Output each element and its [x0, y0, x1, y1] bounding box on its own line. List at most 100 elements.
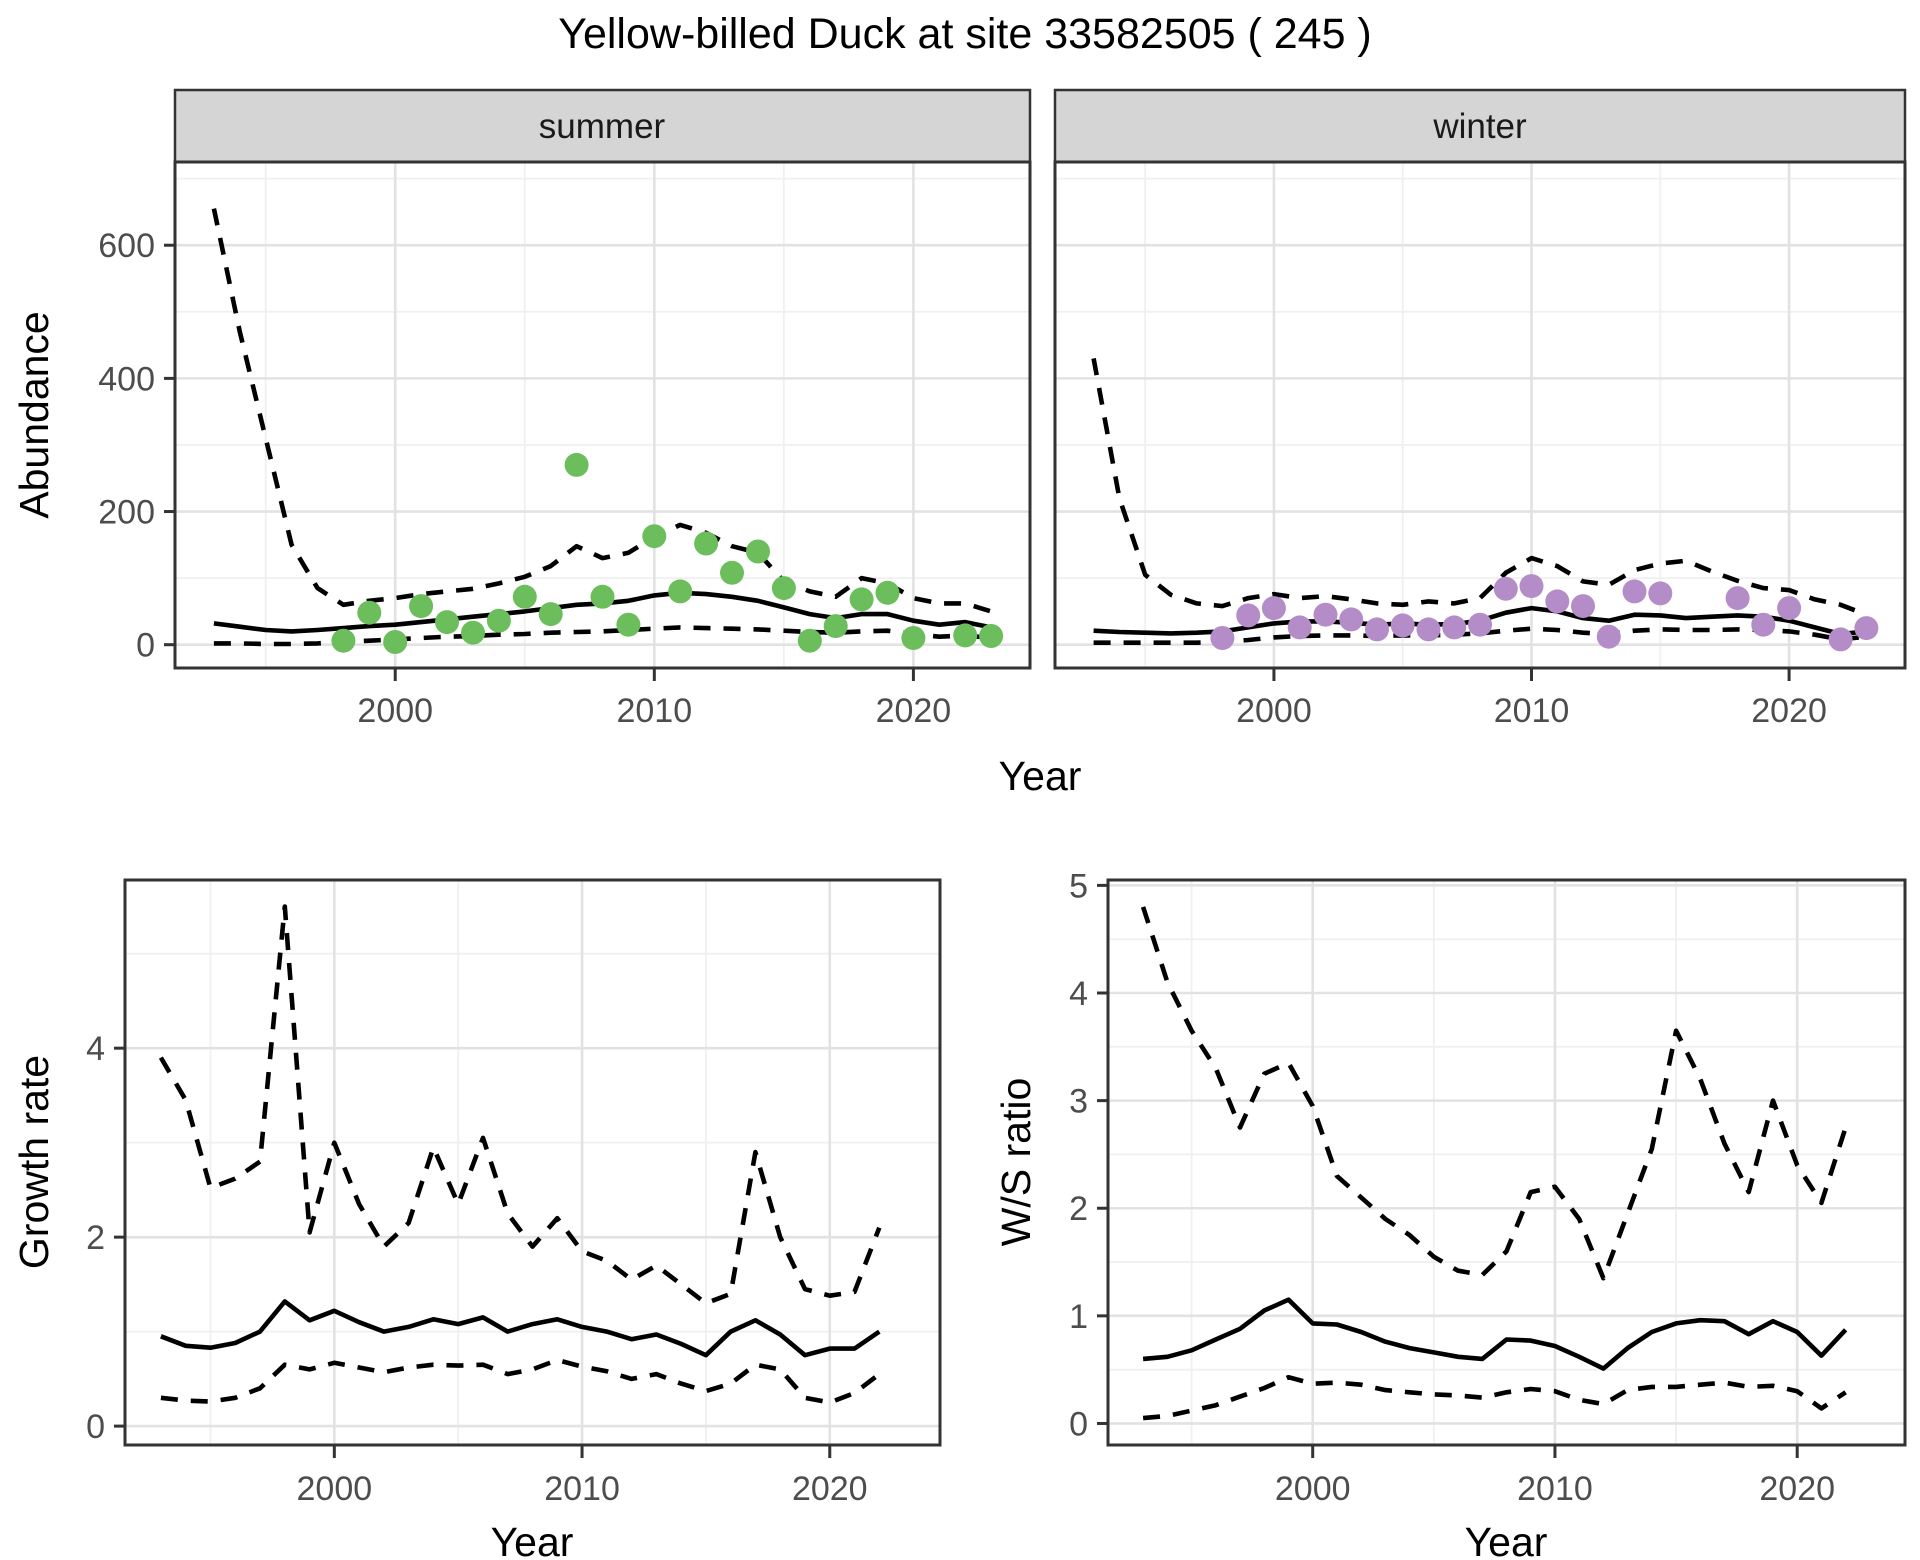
winter-observation-point: [1828, 627, 1853, 652]
winter-observation-point: [1571, 594, 1595, 619]
winter-observation-point: [1442, 615, 1467, 640]
upper_ci-line: [158, 904, 882, 1306]
summer-observation-point: [720, 560, 744, 585]
upper_ci-line: [211, 208, 992, 614]
summer-observation-point: [642, 524, 667, 549]
abundance-winter-panel: 2000 2010 2020: [1053, 160, 1907, 730]
winter-observation-point: [1236, 603, 1261, 628]
winter-observation-point: [1648, 581, 1673, 606]
summer-observation-point: [538, 602, 563, 627]
ws-ratio-axis-title: W/S ratio: [993, 1078, 1039, 1247]
y-tick-label: 400: [98, 360, 155, 398]
y-tick-label: 3: [1069, 1083, 1088, 1121]
summer-observation-point: [409, 594, 434, 619]
winter-observation-point: [1468, 612, 1492, 637]
page-title: Yellow-billed Duck at site 33582505 ( 24…: [558, 10, 1372, 58]
growth-rate-axis-title: Growth rate: [11, 1055, 57, 1269]
abundance-axis-title: Abundance: [11, 311, 57, 518]
x-tick-label: 2010: [1517, 1470, 1593, 1508]
winter-observation-point: [1365, 617, 1389, 642]
summer-observation-point: [668, 579, 693, 604]
year-axis-title-ws: Year: [1465, 1519, 1548, 1560]
x-tick-label: 2010: [544, 1470, 620, 1508]
winter-observation-point: [1339, 607, 1364, 632]
panel-background: [1055, 162, 1905, 668]
x-tick-label: 2000: [297, 1470, 373, 1508]
summer-observation-point: [383, 630, 408, 654]
y-tick-label: 2: [86, 1219, 105, 1257]
x-tick-label: 2000: [1275, 1470, 1351, 1508]
median-line: [160, 1299, 881, 1358]
winter-observation-point: [1751, 612, 1776, 637]
x-tick-label: 2020: [1751, 692, 1827, 730]
y-tick-label: 600: [98, 227, 155, 265]
winter-observation-point: [1287, 615, 1312, 640]
winter-observation-point: [1210, 626, 1235, 650]
lower_ci-line: [160, 1357, 881, 1405]
x-tick-label: 2020: [1759, 1470, 1835, 1508]
facet-strip-winter-label: winter: [1432, 107, 1527, 146]
summer-observation-point: [331, 628, 356, 653]
facet-strip-summer: summer: [173, 88, 1032, 164]
summer-observation-point: [616, 612, 641, 637]
winter-observation-point: [1493, 576, 1518, 601]
summer-observation-point: [953, 623, 978, 648]
upper_ci-line: [1091, 357, 1868, 617]
summer-observation-point: [849, 587, 874, 612]
summer-observation-point: [694, 531, 719, 556]
y-tick-label: 0: [136, 627, 155, 665]
winter-observation-point: [1519, 574, 1544, 599]
panel-border: [123, 878, 942, 1447]
y-tick-label: 4: [86, 1030, 105, 1068]
summer-observation-point: [357, 600, 382, 625]
summer-observation-point: [979, 624, 1004, 648]
x-tick-label: 2010: [616, 692, 692, 730]
summer-observation-point: [901, 626, 926, 650]
winter-observation-point: [1545, 589, 1570, 614]
y-tick-label: 2: [1069, 1190, 1088, 1228]
facet-strip-summer-label: summer: [539, 107, 666, 146]
winter-observation-point: [1313, 602, 1338, 627]
growth-rate-panel: 2000 2010 2020 0 2 4: [86, 878, 942, 1508]
lower_ci-line: [1142, 1374, 1847, 1421]
year-axis-title-top: Year: [999, 753, 1082, 799]
year-axis-title-growth: Year: [491, 1519, 574, 1560]
winter-observation-point: [1390, 613, 1415, 638]
winter-observation-point: [1261, 596, 1286, 621]
winter-observation-point: [1725, 586, 1750, 611]
panel-border: [173, 160, 1032, 670]
y-tick-label: 0: [1069, 1405, 1088, 1443]
summer-observation-point: [486, 608, 511, 633]
summer-observation-point: [797, 628, 822, 653]
winter-observation-point: [1622, 579, 1647, 604]
y-tick-label: 1: [1069, 1298, 1088, 1336]
y-tick-label: 0: [86, 1408, 105, 1446]
panel-border: [1106, 878, 1907, 1447]
winter-observation-point: [1596, 624, 1621, 649]
summer-observation-point: [564, 452, 589, 477]
summer-observation-point: [590, 584, 615, 609]
summer-observation-point: [435, 610, 459, 635]
y-tick-label: 5: [1069, 867, 1088, 905]
y-tick-label: 4: [1069, 975, 1088, 1013]
x-tick-label: 2000: [357, 692, 433, 730]
facet-strip-winter: winter: [1053, 88, 1907, 164]
winter-observation-point: [1854, 616, 1879, 641]
summer-observation-point: [771, 576, 796, 601]
summer-observation-point: [875, 580, 900, 605]
ws-ratio-panel: 2000 2010 2020 0 1 2 3 4 5: [1069, 867, 1907, 1508]
summer-observation-point: [512, 584, 537, 609]
upper_ci-line: [1140, 906, 1848, 1281]
panel-background: [125, 880, 940, 1445]
summer-observation-point: [823, 614, 848, 639]
summer-observation-point: [461, 620, 485, 645]
panel-background: [1108, 880, 1905, 1445]
median-line: [1142, 1297, 1848, 1371]
y-tick-label: 200: [98, 494, 155, 532]
panel-border: [1053, 160, 1907, 670]
x-tick-label: 2010: [1494, 692, 1570, 730]
abundance-summer-panel: 2000 2010 2020 0 200 400 600: [98, 160, 1032, 730]
winter-observation-point: [1777, 596, 1802, 621]
